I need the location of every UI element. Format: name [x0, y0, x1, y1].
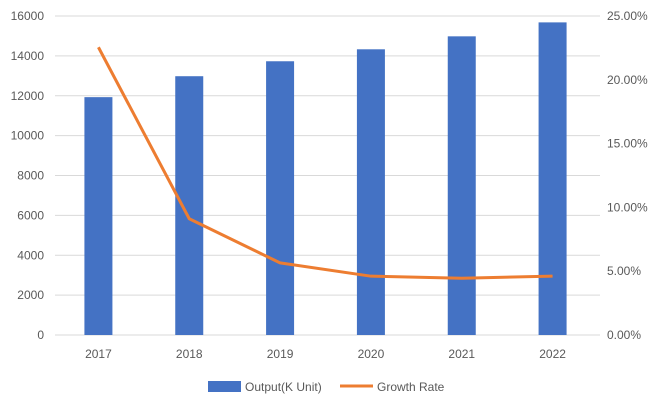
left-tick-label: 12000: [11, 89, 45, 103]
right-tick-label: 25.00%: [607, 9, 648, 23]
x-tick-label: 2018: [176, 347, 203, 361]
right-tick-label: 10.00%: [607, 200, 648, 214]
right-axis: 0.00% 5.00% 10.00% 15.00% 20.00% 25.00%: [607, 9, 648, 342]
growth-rate-line: [97, 46, 553, 280]
left-tick-label: 10000: [11, 129, 45, 143]
right-tick-label: 0.00%: [607, 328, 641, 342]
legend-label-output: Output(K Unit): [245, 380, 322, 394]
legend-swatch-output: [208, 381, 241, 392]
bar-2017: [84, 97, 113, 335]
right-tick-label: 20.00%: [607, 73, 648, 87]
left-axis: 0 2000 4000 6000 8000 10000 12000 14000 16000: [11, 9, 45, 342]
bar-2018: [175, 76, 204, 336]
x-tick-label: 2020: [358, 347, 385, 361]
legend: Output(K Unit) Growth Rate: [208, 380, 445, 394]
right-tick-label: 15.00%: [607, 137, 648, 151]
right-tick-label: 5.00%: [607, 264, 641, 278]
left-tick-label: 4000: [17, 248, 44, 262]
legend-label-growth: Growth Rate: [377, 380, 445, 394]
left-tick-label: 8000: [17, 169, 44, 183]
bar-2022: [538, 22, 567, 335]
left-tick-label: 16000: [11, 9, 45, 23]
left-tick-label: 6000: [17, 208, 44, 222]
bar-2021: [447, 36, 476, 336]
x-tick-label: 2022: [539, 347, 566, 361]
growth-line: [97, 46, 553, 280]
x-tick-label: 2021: [448, 347, 475, 361]
left-tick-label: 0: [37, 328, 44, 342]
bars: [84, 22, 567, 336]
left-tick-label: 14000: [11, 49, 45, 63]
x-axis: 2017 2018 2019 2020 2021 2022: [85, 347, 566, 361]
bar-2020: [356, 49, 385, 335]
gridlines: [55, 15, 600, 336]
bar-2019: [266, 61, 295, 336]
x-tick-label: 2019: [267, 347, 294, 361]
x-tick-label: 2017: [85, 347, 112, 361]
left-tick-label: 2000: [17, 288, 44, 302]
